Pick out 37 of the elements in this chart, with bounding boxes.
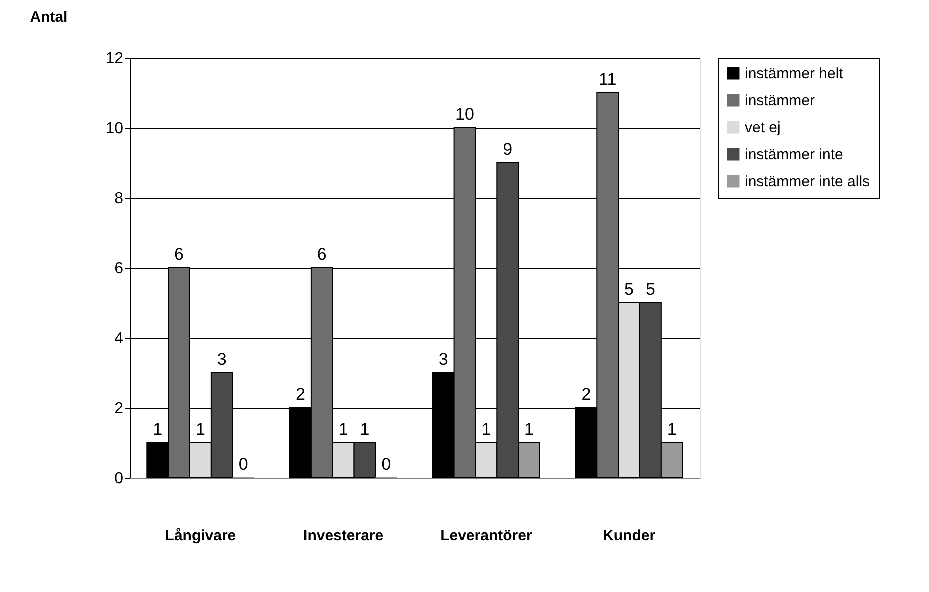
x-tick-label: Investerare: [304, 528, 384, 544]
data-label: 1: [482, 420, 492, 439]
data-label: 1: [667, 420, 677, 439]
x-tick-label: Leverantörer: [440, 528, 532, 544]
data-label: 2: [582, 385, 592, 404]
y-axis-title: Antal: [30, 9, 68, 26]
data-label: 3: [438, 350, 448, 369]
y-tick-label: 0: [114, 470, 124, 488]
data-label: 1: [153, 420, 163, 439]
legend-label: instämmer: [745, 92, 816, 110]
y-tick-label: 2: [114, 400, 124, 418]
data-label: 1: [524, 420, 534, 439]
y-tick-label: 4: [114, 330, 124, 348]
y-tick-label: 10: [106, 120, 124, 138]
data-label: 9: [503, 140, 513, 159]
data-label: 1: [338, 420, 348, 439]
data-label: 2: [296, 385, 306, 404]
data-label: 1: [196, 420, 206, 439]
data-label: 6: [174, 245, 184, 264]
data-label: 0: [238, 455, 248, 474]
data-label: 1: [360, 420, 370, 439]
data-label: 6: [317, 245, 327, 264]
data-label: 0: [382, 455, 392, 474]
y-tick-label: 12: [106, 50, 124, 68]
legend-label: vet ej: [745, 120, 781, 136]
y-tick-label: 6: [114, 260, 124, 278]
data-label: 11: [599, 70, 617, 89]
legend-label: instämmer inte alls: [745, 174, 870, 190]
x-tick-label: Kunder: [603, 528, 656, 544]
x-tick-label: Långivare: [165, 528, 236, 544]
legend-label: instämmer helt: [745, 66, 844, 82]
data-label: 5: [624, 280, 634, 299]
data-label: 5: [646, 280, 656, 299]
data-label: 10: [456, 105, 474, 124]
y-tick-label: 8: [114, 190, 124, 208]
data-label: 3: [217, 350, 227, 369]
legend-label: instämmer inte: [745, 146, 844, 164]
